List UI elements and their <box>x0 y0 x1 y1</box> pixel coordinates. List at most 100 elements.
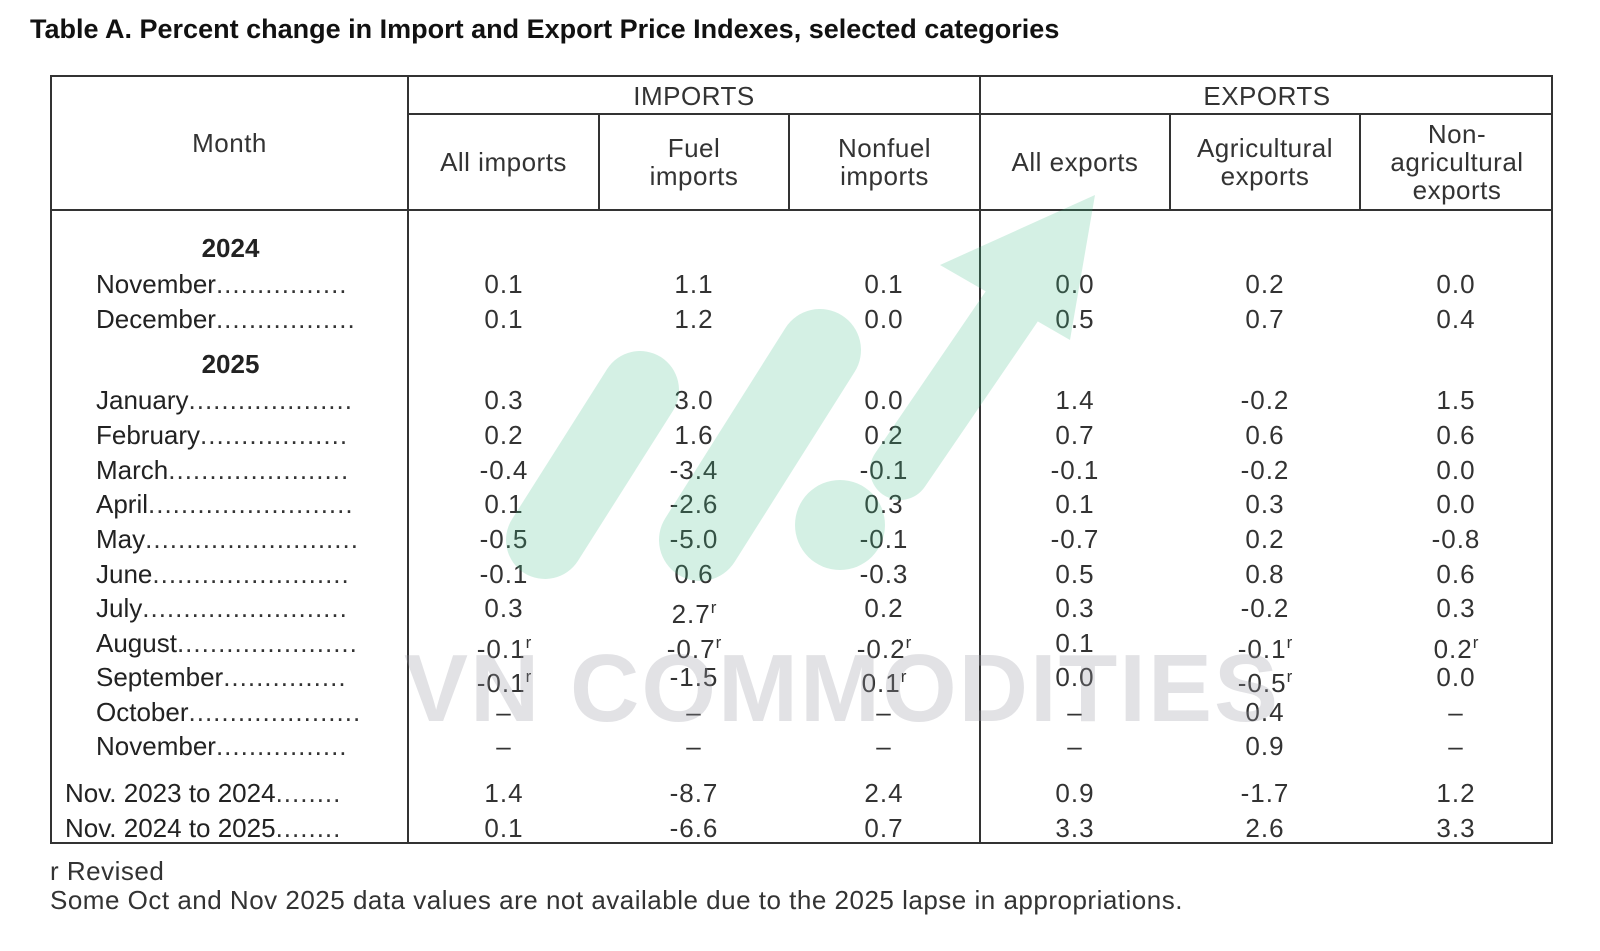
row-label: August...................... <box>96 626 397 660</box>
cell-value: -0.1 <box>1050 455 1100 485</box>
leader-dots: ...................... <box>168 455 350 485</box>
table-cell: 0.3 <box>1195 487 1335 521</box>
table-cell: -1.7 <box>1195 776 1335 810</box>
cell-value: 1.4 <box>1055 385 1095 415</box>
cell-value: -0.1 <box>476 634 526 664</box>
price-index-table: Month IMPORTS EXPORTS All imports Fuel i… <box>50 75 1553 844</box>
revised-note: r Revised <box>50 856 165 886</box>
table-cell: 0.7 <box>1195 302 1335 336</box>
imports-group-header: IMPORTS <box>633 81 755 111</box>
cell-value: -0.1 <box>1237 634 1287 664</box>
table-cell: 2.4 <box>814 776 954 810</box>
table-row: November................ 0.1 1.1 0.1 0.0 0.2 0… <box>52 267 1555 301</box>
table-cell: – <box>1386 729 1526 763</box>
cell-value: 0.6 <box>1245 420 1285 450</box>
revised-marker: r <box>525 667 532 686</box>
table-cell: -0.2 <box>1195 383 1335 417</box>
table-cell: -2.6 <box>624 487 764 521</box>
leader-dots: ................ <box>215 269 348 299</box>
cell-value: -1.5 <box>669 662 719 692</box>
cell-value: 0.0 <box>1436 489 1476 519</box>
table-cell: 0.6 <box>624 557 764 591</box>
table-cell: 0.0 <box>814 302 954 336</box>
table-cell: 1.4 <box>1005 383 1145 417</box>
table-row: March...................... -0.4 -3.4 -0.1 -… <box>52 453 1555 487</box>
row-label: September............... <box>96 660 397 694</box>
row-label-text: May <box>96 524 146 554</box>
cell-value: 0.7 <box>864 813 904 843</box>
table-cell: -0.1r <box>434 660 574 698</box>
cell-value: – <box>686 731 702 761</box>
table-cell: – <box>434 729 574 763</box>
table-cell: 0.3 <box>1386 591 1526 625</box>
row-label: May.......................... <box>96 522 397 556</box>
cell-value: 0.7 <box>1245 304 1285 334</box>
cell-value: 3.0 <box>674 385 714 415</box>
row-label: March...................... <box>96 453 397 487</box>
column-header-fuel-imports: Fuel imports <box>649 133 739 191</box>
cell-value: -0.8 <box>1431 524 1481 554</box>
table-cell: 0.0 <box>1386 660 1526 694</box>
month-column-divider <box>407 77 409 844</box>
table-cell: -0.1r <box>434 626 574 664</box>
row-label: November................ <box>96 729 397 763</box>
cell-value: 0.4 <box>1245 697 1285 727</box>
table-cell: 2.7r <box>624 591 764 629</box>
table-cell: 0.3 <box>1005 591 1145 625</box>
table-cell: 0.2 <box>434 418 574 452</box>
cell-value: – <box>1067 697 1083 727</box>
cell-value: 0.0 <box>1436 455 1476 485</box>
cell-value: 0.2 <box>484 420 524 450</box>
cell-value: 3.3 <box>1055 813 1095 843</box>
table-cell: 1.4 <box>434 776 574 810</box>
cell-value: 0.1 <box>484 813 524 843</box>
cell-value: -5.0 <box>669 524 719 554</box>
table-row: Nov. 2023 to 2024........ 1.4 -8.7 2.4 0.9 -1… <box>52 776 1555 810</box>
cell-value: -0.2 <box>856 634 906 664</box>
cell-value: 0.9 <box>1055 778 1095 808</box>
cell-value: – <box>876 731 892 761</box>
table-cell: -0.1 <box>814 522 954 556</box>
table-cell: 0.0 <box>1386 453 1526 487</box>
cell-value: -0.4 <box>479 455 529 485</box>
table-cell: 0.0 <box>1005 660 1145 694</box>
leader-dots: ...................... <box>176 628 358 658</box>
row-label: February.................. <box>96 418 397 452</box>
table-cell: – <box>814 695 954 729</box>
cell-value: 1.1 <box>674 269 714 299</box>
cell-value: 0.0 <box>864 385 904 415</box>
cell-value: – <box>496 731 512 761</box>
cell-value: -1.7 <box>1240 778 1290 808</box>
table-cell: -6.6 <box>624 811 764 845</box>
table-row: June........................ -0.1 0.6 -0.3 0… <box>52 557 1555 591</box>
cell-value: 0.2 <box>1245 524 1285 554</box>
cell-value: 0.1 <box>1055 489 1095 519</box>
cell-value: – <box>1448 731 1464 761</box>
table-cell: 0.0 <box>1386 267 1526 301</box>
table-cell: 0.2 <box>814 591 954 625</box>
column-header-all-exports: All exports <box>1011 147 1139 177</box>
row-label-text: October <box>96 697 189 727</box>
table-cell: -0.2 <box>1195 591 1335 625</box>
table-cell: -0.2 <box>1195 453 1335 487</box>
cell-value: 0.2 <box>864 420 904 450</box>
cell-value: 2.4 <box>864 778 904 808</box>
table-row: September............... -0.1r -1.5 0.1r 0.0… <box>52 660 1555 698</box>
row-label: December................. <box>96 302 397 336</box>
header-bottom-rule <box>52 209 1553 211</box>
table-row: April......................... 0.1 -2.6 0.3… <box>52 487 1555 521</box>
revised-marker: r <box>1472 633 1479 652</box>
table-cell: -8.7 <box>624 776 764 810</box>
cell-value: 0.3 <box>484 593 524 623</box>
cell-value: 0.1 <box>484 489 524 519</box>
table-cell: – <box>624 729 764 763</box>
leader-dots: ............... <box>223 662 347 692</box>
cell-value: 0.1 <box>861 668 901 698</box>
cell-value: 0.1 <box>864 269 904 299</box>
leader-dots: ......................... <box>148 489 354 519</box>
table-cell: 0.1r <box>814 660 954 698</box>
table-cell: 1.2 <box>1386 776 1526 810</box>
revised-marker: r <box>1286 633 1293 652</box>
cell-value: 1.5 <box>1436 385 1476 415</box>
revised-marker: r <box>525 633 532 652</box>
